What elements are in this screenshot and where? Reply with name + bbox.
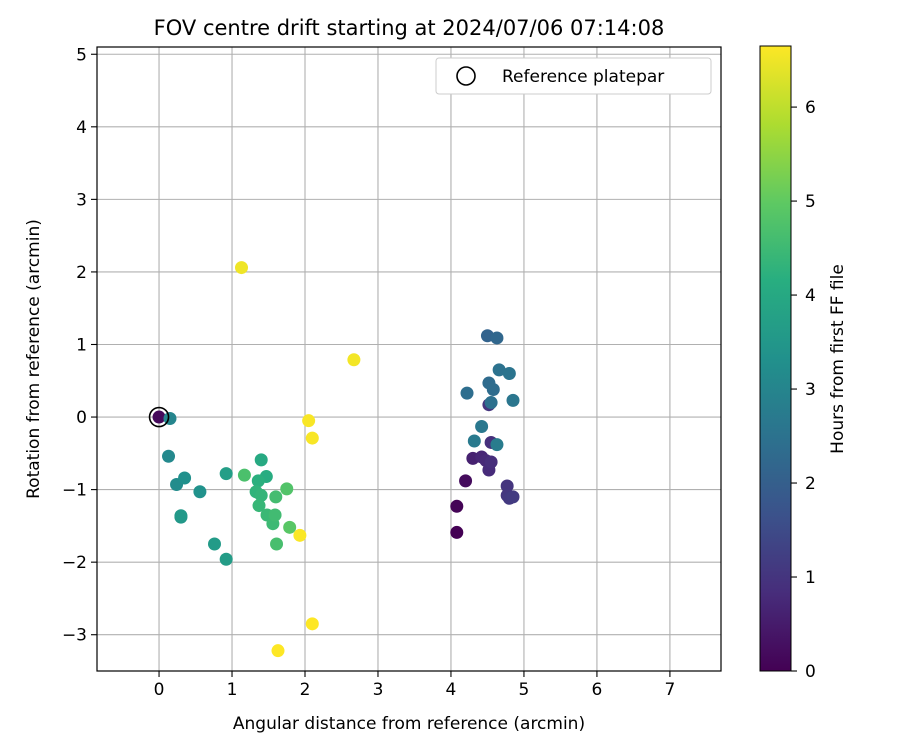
x-axis-label: Angular distance from reference (arcmin) — [233, 714, 585, 734]
data-point — [484, 455, 498, 469]
x-tick-label: 7 — [664, 680, 675, 700]
data-point — [460, 386, 474, 400]
colorbar-tick-label: 1 — [805, 568, 816, 588]
y-tick-label: 3 — [76, 190, 87, 210]
data-point — [506, 393, 520, 407]
data-point — [490, 438, 504, 452]
data-point — [174, 509, 188, 523]
colorbar-tick-label: 4 — [805, 286, 816, 306]
data-point — [254, 488, 268, 502]
y-axis-label: Rotation from reference (arcmin) — [24, 219, 44, 499]
data-point — [271, 644, 285, 658]
colorbar-tick-label: 5 — [805, 192, 816, 212]
x-tick-label: 0 — [154, 680, 165, 700]
data-point — [475, 419, 489, 433]
legend-label: Reference platepar — [502, 67, 664, 87]
data-point — [270, 537, 284, 551]
x-tick-label: 1 — [227, 680, 238, 700]
legend-box — [435, 57, 712, 95]
y-tick-label: 1 — [76, 335, 87, 355]
data-point — [492, 363, 506, 377]
colorbar-ticks: 0 1 2 3 4 5 6 — [791, 98, 816, 682]
data-point — [450, 499, 464, 513]
data-point — [193, 485, 207, 499]
data-point — [506, 490, 520, 504]
data-point — [347, 353, 361, 367]
data-point — [235, 261, 249, 275]
data-point — [237, 468, 251, 482]
y-tick-label: −2 — [62, 553, 87, 573]
x-tick-label: 4 — [446, 680, 457, 700]
data-point — [280, 482, 294, 496]
data-point — [254, 453, 268, 467]
y-tick-label: 0 — [76, 408, 87, 428]
y-tick-label: 5 — [76, 45, 87, 65]
data-point — [490, 331, 504, 345]
data-point — [305, 431, 319, 445]
data-point — [219, 552, 233, 566]
data-point — [162, 449, 176, 463]
data-point — [484, 396, 498, 410]
x-axis-ticks: 0 1 2 3 4 5 6 7 — [154, 671, 675, 700]
colorbar — [759, 45, 792, 672]
data-point — [152, 410, 166, 424]
data-point — [293, 528, 307, 542]
y-tick-label: 4 — [76, 118, 87, 138]
data-point — [450, 525, 464, 539]
data-point — [178, 471, 192, 485]
y-tick-label: −3 — [62, 626, 87, 646]
data-point — [219, 467, 233, 481]
colorbar-tick-label: 0 — [805, 662, 816, 682]
data-point — [502, 367, 516, 381]
data-point — [252, 499, 266, 513]
data-point — [467, 434, 481, 448]
y-axis-ticks: −3 −2 −1 0 1 2 3 4 5 — [62, 45, 97, 646]
data-point — [302, 414, 316, 428]
data-point — [500, 479, 514, 493]
x-tick-label: 3 — [373, 680, 384, 700]
data-point — [305, 617, 319, 631]
data-point — [486, 382, 500, 396]
y-tick-label: −1 — [62, 481, 87, 501]
data-point — [459, 474, 473, 488]
colorbar-tick-label: 2 — [805, 474, 816, 494]
data-point — [269, 490, 283, 504]
data-point — [208, 537, 222, 551]
plot-frame — [96, 46, 722, 672]
colorbar-tick-label: 3 — [805, 380, 816, 400]
colorbar-tick-label: 6 — [805, 98, 816, 118]
x-tick-label: 6 — [592, 680, 603, 700]
data-point — [268, 508, 282, 522]
x-tick-label: 5 — [519, 680, 530, 700]
legend-marker — [456, 66, 476, 86]
y-tick-label: 2 — [76, 263, 87, 283]
data-point — [251, 474, 265, 488]
colorbar-label: Hours from first FF file — [828, 264, 848, 454]
scatter-points — [148, 261, 520, 658]
reference-marker — [148, 406, 170, 428]
chart-title: FOV centre drift starting at 2024/07/06 … — [154, 16, 665, 40]
x-tick-label: 2 — [300, 680, 311, 700]
legend: Reference platepar — [435, 57, 712, 95]
data-point — [283, 520, 297, 534]
grid — [97, 47, 721, 671]
